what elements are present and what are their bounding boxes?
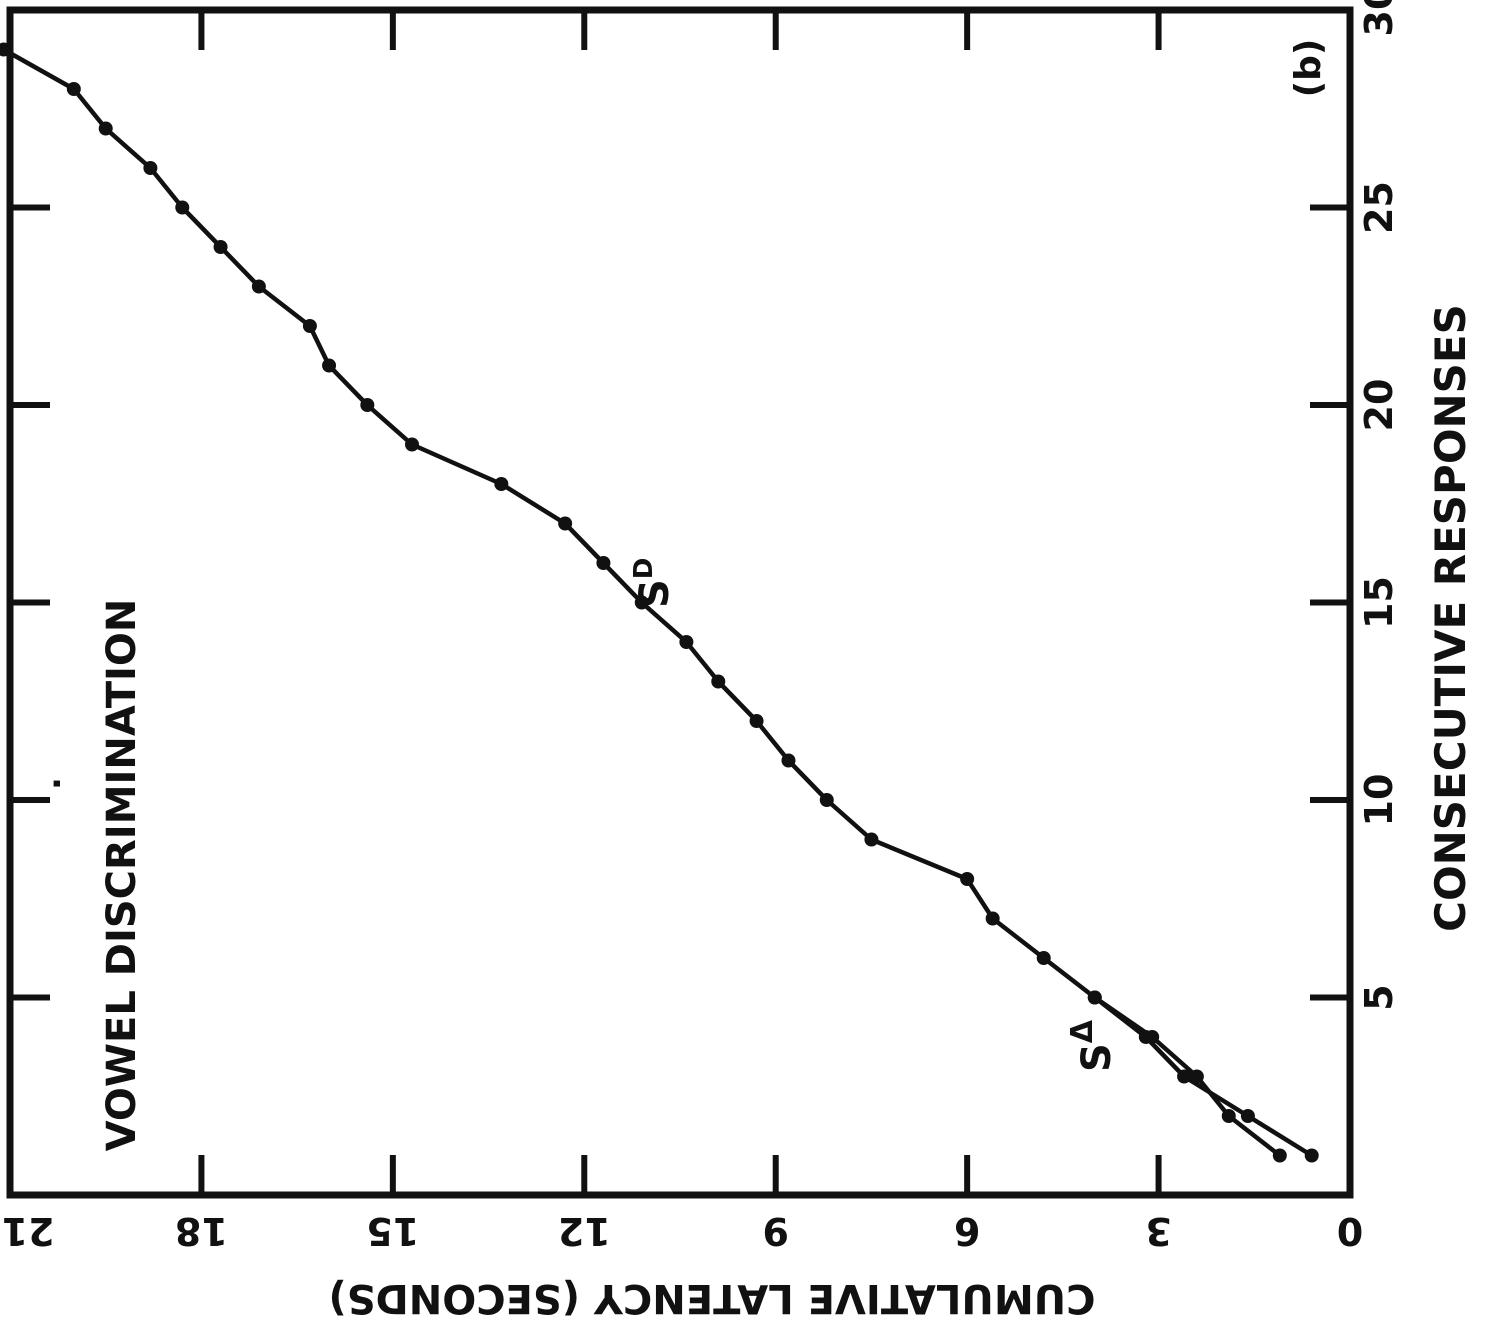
series-0	[0, 42, 1319, 1163]
series-1-point	[1189, 1069, 1204, 1084]
series-0-point	[781, 753, 796, 768]
series-0-point	[960, 872, 975, 886]
series-0-point	[819, 793, 834, 807]
x-tick-label: 30	[1357, 0, 1401, 36]
series-0-point	[494, 477, 509, 491]
axes-frame	[6, 6, 1354, 1199]
series-1-point	[1272, 1148, 1287, 1163]
x-tick-label: 10	[1357, 774, 1401, 827]
series-0-point	[66, 82, 81, 96]
series-0-point	[985, 911, 1000, 926]
y-tick-label: 0	[1337, 1209, 1363, 1253]
series-0-point	[634, 595, 649, 610]
series-1	[1087, 990, 1287, 1163]
series-0-point	[1036, 951, 1051, 965]
series-label-sdelta-sup: Δ	[1065, 1019, 1100, 1043]
series-label-sd: SD	[629, 558, 678, 608]
series-label-sd-main: S	[632, 579, 678, 608]
chart-title: VOWEL DISCRIMINATION	[99, 599, 145, 1152]
y-tick-label: 12	[558, 1209, 611, 1253]
series-label-sdelta: SΔ	[1065, 1019, 1120, 1072]
series-label-sdelta-main: S	[1074, 1043, 1120, 1072]
y-tick-label: 6	[954, 1209, 980, 1253]
x-tick-label: 25	[1357, 181, 1401, 234]
series-0-point	[213, 240, 228, 254]
y-tick-label: 9	[762, 1209, 788, 1253]
series-0-point	[679, 635, 694, 649]
series-0-point	[1177, 1069, 1192, 1084]
series-1-point	[1221, 1109, 1236, 1123]
series-0-point	[302, 319, 317, 333]
series-0-point	[175, 200, 190, 215]
series-label-sd-sup: D	[629, 558, 659, 580]
series-0-point	[558, 516, 573, 531]
y-axis-label: CUMULATIVE LATENCY (SECONDS)	[328, 1275, 1095, 1321]
series-group	[0, 42, 1319, 1163]
series-0-point	[1240, 1109, 1255, 1123]
x-tick-label: 20	[1357, 379, 1401, 432]
y-tick-label: 15	[366, 1209, 419, 1253]
series-0-point	[596, 556, 611, 570]
series-0-point	[98, 121, 113, 136]
series-1-point	[1087, 990, 1102, 1005]
series-0-point	[143, 161, 158, 175]
x-tick-label: 5	[1357, 984, 1401, 1010]
series-0-point	[251, 279, 266, 294]
y-tick-label: 21	[2, 1209, 55, 1253]
series-0-point	[711, 674, 726, 689]
panel-label: (b)	[1288, 39, 1329, 98]
y-tick-label: 3	[1145, 1209, 1171, 1253]
tick-marks	[10, 7, 1350, 1195]
series-0-point	[1304, 1148, 1319, 1163]
scan-mark: .	[29, 777, 69, 790]
series-1-point	[1145, 1030, 1160, 1044]
series-0-point	[864, 832, 879, 847]
tick-labels: 5 10 15 20 25 30 0 3 6 9 12 15 18 21	[2, 0, 1401, 1253]
series-0-point	[749, 714, 764, 728]
x-tick-label: 15	[1357, 576, 1401, 629]
y-tick-label: 18	[175, 1209, 228, 1253]
x-axis-label: CONSECUTIVE RESPONSES	[1426, 304, 1475, 932]
series-0-point	[405, 437, 419, 452]
series-0-point	[322, 358, 337, 373]
series-0-point	[0, 42, 11, 57]
series-0-point	[360, 398, 375, 412]
plot-frame	[6, 6, 1354, 1199]
